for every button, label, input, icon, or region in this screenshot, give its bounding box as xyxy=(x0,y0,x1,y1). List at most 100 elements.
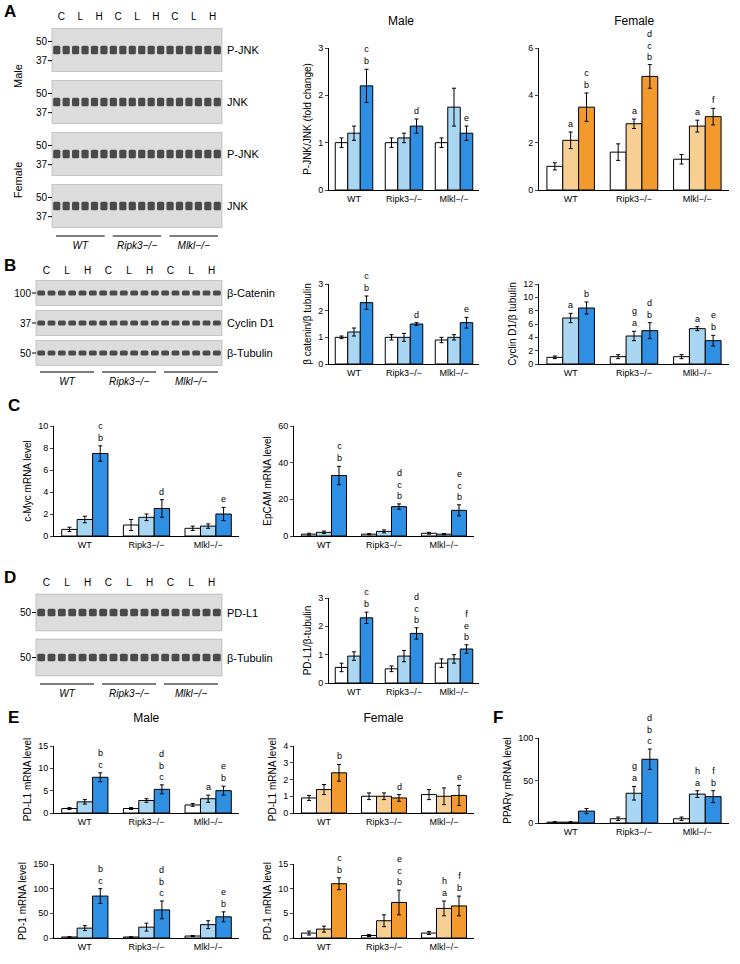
svg-text:Mlkl−/−: Mlkl−/− xyxy=(194,540,223,550)
svg-text:a: a xyxy=(206,782,211,792)
svg-text:Mlkl−/−: Mlkl−/− xyxy=(429,942,458,952)
svg-text:PD-1 mRNA level: PD-1 mRNA level xyxy=(262,862,273,940)
svg-text:cb: cb xyxy=(364,44,369,66)
svg-text:0: 0 xyxy=(528,185,533,195)
svg-text:Ripk3−/−: Ripk3−/− xyxy=(386,194,422,204)
svg-text:WT: WT xyxy=(317,942,331,952)
svg-text:e: e xyxy=(464,113,469,123)
svg-text:50: 50 xyxy=(20,348,32,359)
svg-text:ha: ha xyxy=(442,876,447,898)
svg-text:4: 4 xyxy=(528,90,533,100)
svg-text:50: 50 xyxy=(36,192,48,203)
svg-text:Male: Male xyxy=(12,64,24,88)
svg-text:50: 50 xyxy=(20,652,32,663)
svg-text:eb: eb xyxy=(221,761,226,783)
svg-text:β-Catenin: β-Catenin xyxy=(227,287,275,299)
svg-text:10: 10 xyxy=(38,763,48,773)
svg-text:Female: Female xyxy=(363,712,403,725)
svg-text:Mlkl−/−: Mlkl−/− xyxy=(683,368,712,378)
svg-text:3: 3 xyxy=(318,43,323,53)
svg-text:b: b xyxy=(584,289,589,299)
svg-text:Ripk3−/−: Ripk3−/− xyxy=(616,194,652,204)
svg-text:Ripk3−/−: Ripk3−/− xyxy=(386,687,422,697)
svg-text:Ripk3−/−: Ripk3−/− xyxy=(109,376,149,387)
svg-text:cb: cb xyxy=(364,271,369,293)
svg-text:C: C xyxy=(58,11,65,22)
svg-text:Female: Female xyxy=(12,162,24,199)
svg-text:d: d xyxy=(397,782,402,792)
svg-text:cb: cb xyxy=(98,421,103,443)
svg-text:3: 3 xyxy=(283,758,288,768)
svg-text:WT: WT xyxy=(78,540,92,550)
svg-text:bc: bc xyxy=(98,748,103,770)
svg-text:C: C xyxy=(167,265,174,276)
svg-text:C: C xyxy=(114,11,121,22)
svg-text:P-JNK: P-JNK xyxy=(227,148,259,160)
svg-text:d: d xyxy=(159,487,164,497)
svg-text:1: 1 xyxy=(283,791,288,801)
svg-text:Ripk3−/−: Ripk3−/− xyxy=(128,817,164,827)
svg-text:ga: ga xyxy=(632,306,637,328)
svg-text:0: 0 xyxy=(318,359,323,369)
svg-text:WT: WT xyxy=(317,817,331,827)
svg-text:60: 60 xyxy=(278,421,288,431)
svg-text:H: H xyxy=(208,577,215,588)
svg-text:dbc: dbc xyxy=(647,713,652,746)
svg-text:PD-1 mRNA level: PD-1 mRNA level xyxy=(17,862,28,940)
svg-text:WT: WT xyxy=(347,368,361,378)
svg-text:WT: WT xyxy=(564,827,578,837)
svg-text:Ripk3−/−: Ripk3−/− xyxy=(366,942,402,952)
svg-text:H: H xyxy=(209,11,216,22)
svg-text:PD-L1 mRNA level: PD-L1 mRNA level xyxy=(267,738,278,821)
svg-text:dcb: dcb xyxy=(647,29,652,62)
svg-text:β catenin/β tubulin: β catenin/β tubulin xyxy=(302,283,313,365)
svg-text:C: C xyxy=(171,11,178,22)
svg-text:Ripk3−/−: Ripk3−/− xyxy=(616,368,652,378)
svg-text:WT: WT xyxy=(564,194,578,204)
svg-text:WT: WT xyxy=(317,540,331,550)
svg-text:PD-L1/β-tubulin: PD-L1/β-tubulin xyxy=(302,606,313,676)
svg-text:db: db xyxy=(647,298,652,320)
svg-text:ha: ha xyxy=(695,766,700,788)
svg-text:0: 0 xyxy=(283,933,288,943)
svg-text:8: 8 xyxy=(528,306,533,316)
svg-text:Mlkl−/−: Mlkl−/− xyxy=(439,687,468,697)
svg-text:2: 2 xyxy=(283,775,288,785)
svg-text:Mlkl−/−: Mlkl−/− xyxy=(194,817,223,827)
svg-text:Mlkl−/−: Mlkl−/− xyxy=(194,942,223,952)
svg-text:feb: feb xyxy=(464,609,469,642)
svg-text:bc: bc xyxy=(98,864,103,886)
svg-text:L: L xyxy=(134,11,140,22)
svg-text:Mlkl−/−: Mlkl−/− xyxy=(439,194,468,204)
svg-text:3: 3 xyxy=(318,593,323,603)
svg-text:Mlkl−/−: Mlkl−/− xyxy=(175,688,207,699)
svg-text:50: 50 xyxy=(36,140,48,151)
svg-text:a: a xyxy=(632,106,637,116)
svg-text:L: L xyxy=(78,11,84,22)
svg-text:cb: cb xyxy=(364,587,369,609)
svg-text:WT: WT xyxy=(78,942,92,952)
svg-text:H: H xyxy=(152,11,159,22)
svg-text:0: 0 xyxy=(43,531,48,541)
svg-text:50: 50 xyxy=(38,908,48,918)
svg-text:1: 1 xyxy=(318,332,323,342)
svg-text:6: 6 xyxy=(43,465,48,475)
svg-text:100: 100 xyxy=(33,884,48,894)
svg-text:Cyclin D1/β tubulin: Cyclin D1/β tubulin xyxy=(507,282,518,366)
svg-text:Mlkl−/−: Mlkl−/− xyxy=(429,817,458,827)
svg-text:L: L xyxy=(191,11,197,22)
svg-text:0: 0 xyxy=(528,818,533,828)
svg-text:37: 37 xyxy=(20,318,32,329)
svg-text:WT: WT xyxy=(78,817,92,827)
svg-text:Mlkl−/−: Mlkl−/− xyxy=(439,368,468,378)
svg-text:EpCAM mRNA level: EpCAM mRNA level xyxy=(262,436,273,525)
svg-text:0: 0 xyxy=(318,678,323,688)
svg-text:cb: cb xyxy=(337,441,342,463)
svg-text:H: H xyxy=(146,265,153,276)
svg-text:0: 0 xyxy=(528,359,533,369)
svg-text:e: e xyxy=(464,304,469,314)
svg-text:0: 0 xyxy=(283,808,288,818)
svg-text:β-Tubulin: β-Tubulin xyxy=(227,347,273,359)
svg-text:2: 2 xyxy=(318,90,323,100)
svg-text:4: 4 xyxy=(43,487,48,497)
